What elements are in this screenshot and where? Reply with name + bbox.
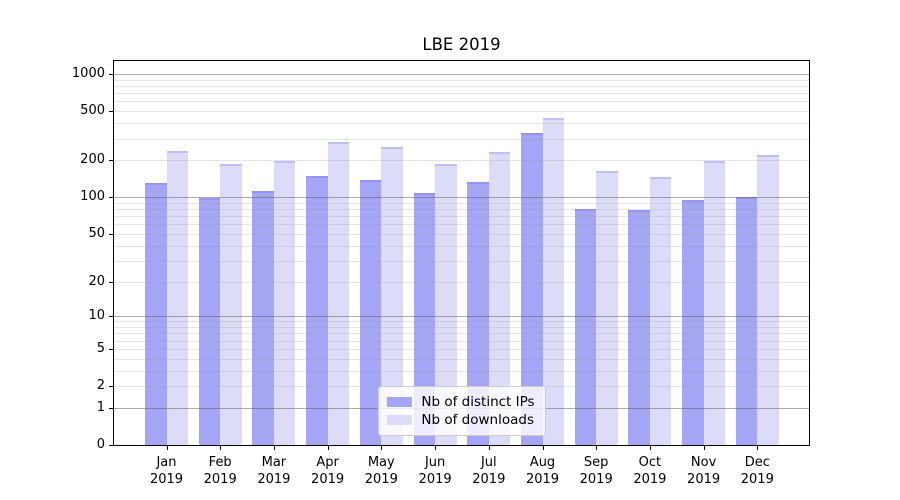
y-tick-mark (109, 316, 113, 318)
x-tick-mark (273, 446, 275, 450)
x-tick-label: Jan 2019 (149, 455, 184, 487)
bar-downloads-apr (327, 142, 350, 445)
bar-downloads-jun (435, 163, 457, 445)
bar-distinct-ips-jun (413, 193, 436, 445)
plot-area: Nb of distinct IPs Nb of downloads (113, 60, 810, 446)
x-tick-mark (703, 446, 705, 450)
y-tick-mark (109, 74, 113, 75)
bar-layer (114, 61, 809, 445)
legend-swatch-distinct-ips (386, 397, 412, 407)
y-tick-label: 5 (96, 340, 105, 356)
legend-item-downloads: Nb of downloads (386, 411, 534, 429)
legend-item-distinct-ips: Nb of distinct IPs (386, 393, 535, 411)
bar-downloads-sep (596, 170, 618, 445)
x-tick-mark (596, 446, 598, 450)
y-tick-mark (109, 386, 113, 387)
legend: Nb of distinct IPs Nb of downloads (377, 386, 546, 436)
y-tick-label: 50 (88, 225, 105, 241)
bar-downloads-nov (703, 161, 726, 445)
y-tick-label: 10 (88, 308, 105, 324)
x-tick-label: Apr 2019 (311, 455, 345, 487)
x-tick-label: Mar 2019 (257, 455, 291, 487)
y-tick-mark (109, 281, 113, 283)
x-tick-label: May 2019 (364, 455, 398, 487)
bar-downloads-oct (649, 176, 672, 445)
y-tick-mark (109, 160, 113, 162)
chart-title: LBE 2019 (422, 35, 501, 54)
y-tick-mark (109, 233, 113, 235)
bar-distinct-ips-jan (145, 183, 167, 445)
bar-downloads-feb (220, 163, 242, 445)
bar-downloads-dec (757, 155, 779, 445)
bar-distinct-ips-may (359, 180, 382, 445)
bar-downloads-aug (542, 117, 564, 445)
y-tick-mark (109, 348, 113, 350)
bar-distinct-ips-nov (682, 199, 704, 445)
bar-downloads-jan (166, 150, 188, 445)
y-tick-label: 100 (80, 189, 105, 205)
bar-downloads-jul (488, 152, 511, 445)
y-tick-label: 1000 (71, 66, 105, 81)
legend-label-distinct-ips: Nb of distinct IPs (421, 394, 535, 410)
bar-distinct-ips-oct (628, 210, 650, 445)
x-tick-mark (381, 446, 383, 450)
x-tick-label: Jul 2019 (472, 455, 506, 487)
x-tick-label: Nov 2019 (687, 455, 721, 487)
x-tick-mark (327, 446, 329, 450)
x-tick-label: Oct 2019 (633, 455, 667, 487)
bar-distinct-ips-dec (735, 197, 758, 445)
y-tick-mark (109, 445, 113, 446)
x-tick-mark (220, 446, 222, 450)
legend-label-downloads: Nb of downloads (421, 412, 534, 428)
x-tick-label: Aug 2019 (525, 455, 560, 487)
bar-distinct-ips-aug (521, 132, 543, 445)
y-tick-label: 2 (96, 378, 105, 393)
y-tick-mark (109, 111, 113, 113)
y-tick-label: 500 (80, 103, 105, 119)
x-tick-label: Jun 2019 (418, 455, 452, 487)
bar-distinct-ips-jul (467, 182, 489, 445)
y-tick-mark (109, 407, 113, 409)
bar-downloads-may (381, 147, 403, 445)
bar-downloads-mar (273, 160, 296, 445)
y-tick-mark (109, 197, 113, 199)
y-tick-label: 200 (80, 152, 105, 168)
x-tick-mark (757, 446, 759, 450)
x-tick-mark (488, 446, 490, 450)
x-tick-mark (542, 446, 544, 450)
bar-distinct-ips-sep (574, 209, 597, 445)
x-tick-mark (166, 446, 168, 450)
legend-swatch-downloads (386, 415, 412, 425)
y-tick-label: 1 (96, 399, 105, 415)
x-tick-label: Sep 2019 (579, 455, 613, 487)
bar-distinct-ips-apr (306, 175, 328, 445)
y-tick-label: 20 (88, 273, 105, 289)
x-tick-mark (649, 446, 651, 450)
x-tick-mark (435, 446, 437, 450)
x-tick-label: Dec 2019 (740, 455, 774, 487)
bar-distinct-ips-mar (252, 191, 274, 445)
y-tick-label: 0 (96, 437, 105, 452)
x-tick-label: Feb 2019 (203, 455, 237, 487)
bar-distinct-ips-feb (198, 198, 221, 445)
